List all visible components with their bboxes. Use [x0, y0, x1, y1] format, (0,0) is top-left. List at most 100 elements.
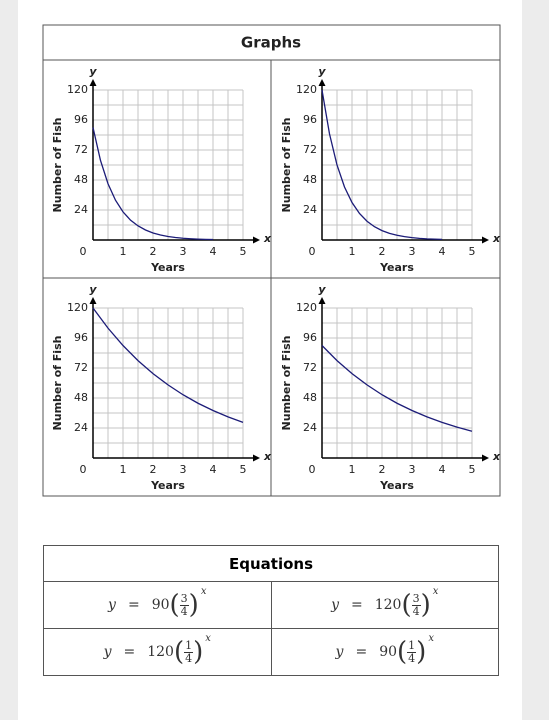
- x-axis-symbol: x: [263, 450, 272, 463]
- x-arrow: [482, 454, 489, 462]
- eq-cell: y = 120(1 4) x: [43, 628, 272, 676]
- y-axis-symbol: y: [89, 65, 97, 78]
- x-arrow: [253, 454, 260, 462]
- eq-coefficient: 90: [379, 644, 398, 660]
- curve: [92, 127, 214, 241]
- eq-sign: =: [127, 597, 140, 613]
- x-tick-label: 1: [120, 463, 127, 476]
- y-tick-label: 72: [303, 361, 317, 374]
- eq-numerator: 1: [184, 638, 194, 653]
- eq-exponent: x: [432, 586, 439, 597]
- eq-numerator: 1: [407, 638, 417, 653]
- y-tick-label: 96: [74, 331, 88, 344]
- y-tick-label: 48: [74, 391, 88, 404]
- eq-denominator: 4: [180, 604, 188, 618]
- y-axis-symbol: y: [318, 65, 326, 78]
- x-tick-label: 1: [120, 245, 127, 258]
- x-tick-label: 0: [309, 463, 316, 476]
- paren: (: [401, 590, 412, 620]
- paren: ): [188, 590, 199, 620]
- y-axis-label: Number of Fish: [280, 336, 293, 431]
- eq-lhs: y: [103, 644, 112, 660]
- eq-sign: =: [123, 644, 136, 660]
- y-arrow: [89, 297, 97, 304]
- x-axis-label: Years: [379, 261, 414, 274]
- x-axis-symbol: x: [492, 232, 501, 245]
- y-tick-label: 72: [303, 143, 317, 156]
- x-tick-label: 5: [240, 463, 247, 476]
- y-axis-label: Number of Fish: [280, 118, 293, 213]
- x-axis-symbol: x: [263, 232, 272, 245]
- x-axis-symbol: x: [492, 450, 501, 463]
- x-tick-label: 1: [349, 463, 356, 476]
- y-tick-label: 96: [303, 331, 317, 344]
- paren: (: [169, 590, 180, 620]
- y-tick-label: 120: [67, 301, 88, 314]
- eq-cell: y = 90(1 4) x: [270, 628, 499, 676]
- x-tick-label: 3: [409, 245, 416, 258]
- eq-lhs: y: [108, 597, 116, 613]
- equation: y = 90(3 4) x: [108, 586, 206, 620]
- x-tick-label: 2: [150, 245, 157, 258]
- paren: ): [420, 590, 431, 620]
- y-arrow: [318, 297, 326, 304]
- equation: y = 120(1 4) x: [103, 633, 211, 665]
- y-arrow: [89, 79, 97, 86]
- y-tick-label: 24: [303, 203, 317, 216]
- x-tick-label: 4: [210, 245, 217, 258]
- x-tick-label: 0: [80, 463, 87, 476]
- x-tick-label: 2: [379, 245, 386, 258]
- graphs-title: Graphs: [241, 34, 301, 52]
- x-arrow: [253, 236, 260, 244]
- x-axis-label: Years: [379, 479, 414, 492]
- x-tick-label: 3: [180, 463, 187, 476]
- x-tick-label: 5: [469, 463, 476, 476]
- x-tick-label: 3: [409, 463, 416, 476]
- x-tick-label: 4: [439, 463, 446, 476]
- x-tick-label: 0: [80, 245, 87, 258]
- eq-cell: y = 120(3 4) x: [270, 581, 499, 629]
- curve: [92, 307, 244, 423]
- y-tick-label: 24: [74, 203, 88, 216]
- x-tick-label: 2: [150, 463, 157, 476]
- x-tick-label: 1: [349, 245, 356, 258]
- eq-lhs: y: [335, 644, 344, 660]
- eq-lhs: y: [331, 597, 339, 613]
- x-tick-label: 0: [309, 245, 316, 258]
- y-tick-label: 24: [74, 421, 88, 434]
- paren: ): [416, 637, 427, 667]
- x-axis-label: Years: [150, 261, 185, 274]
- eq-sign: =: [355, 644, 368, 660]
- y-arrow: [318, 79, 326, 86]
- y-tick-label: 120: [296, 83, 317, 96]
- x-tick-label: 3: [180, 245, 187, 258]
- y-axis-symbol: y: [89, 283, 97, 296]
- eq-numerator: 3: [179, 591, 189, 606]
- eq-denominator: 4: [412, 604, 420, 618]
- eq-numerator: 3: [411, 591, 421, 606]
- x-tick-label: 2: [379, 463, 386, 476]
- x-tick-label: 4: [210, 463, 217, 476]
- y-tick-label: 24: [303, 421, 317, 434]
- x-tick-label: 4: [439, 245, 446, 258]
- y-tick-label: 72: [74, 361, 88, 374]
- y-tick-label: 96: [74, 113, 88, 126]
- y-axis-symbol: y: [318, 283, 326, 296]
- y-tick-label: 120: [296, 301, 317, 314]
- eq-coefficient: 120: [147, 644, 174, 660]
- eq-exponent: x: [205, 633, 211, 644]
- y-tick-label: 48: [74, 173, 88, 186]
- eq-cell: y = 90(3 4) x: [43, 581, 272, 629]
- y-tick-label: 72: [74, 143, 88, 156]
- equations-table: Equations y = 90(3 4) x y = 120(3 4) x y = 120(1 4) x…: [43, 545, 499, 676]
- y-tick-label: 120: [67, 83, 88, 96]
- eq-exponent: x: [200, 586, 207, 597]
- y-axis-label: Number of Fish: [51, 336, 64, 431]
- eq-denominator: 4: [185, 651, 193, 665]
